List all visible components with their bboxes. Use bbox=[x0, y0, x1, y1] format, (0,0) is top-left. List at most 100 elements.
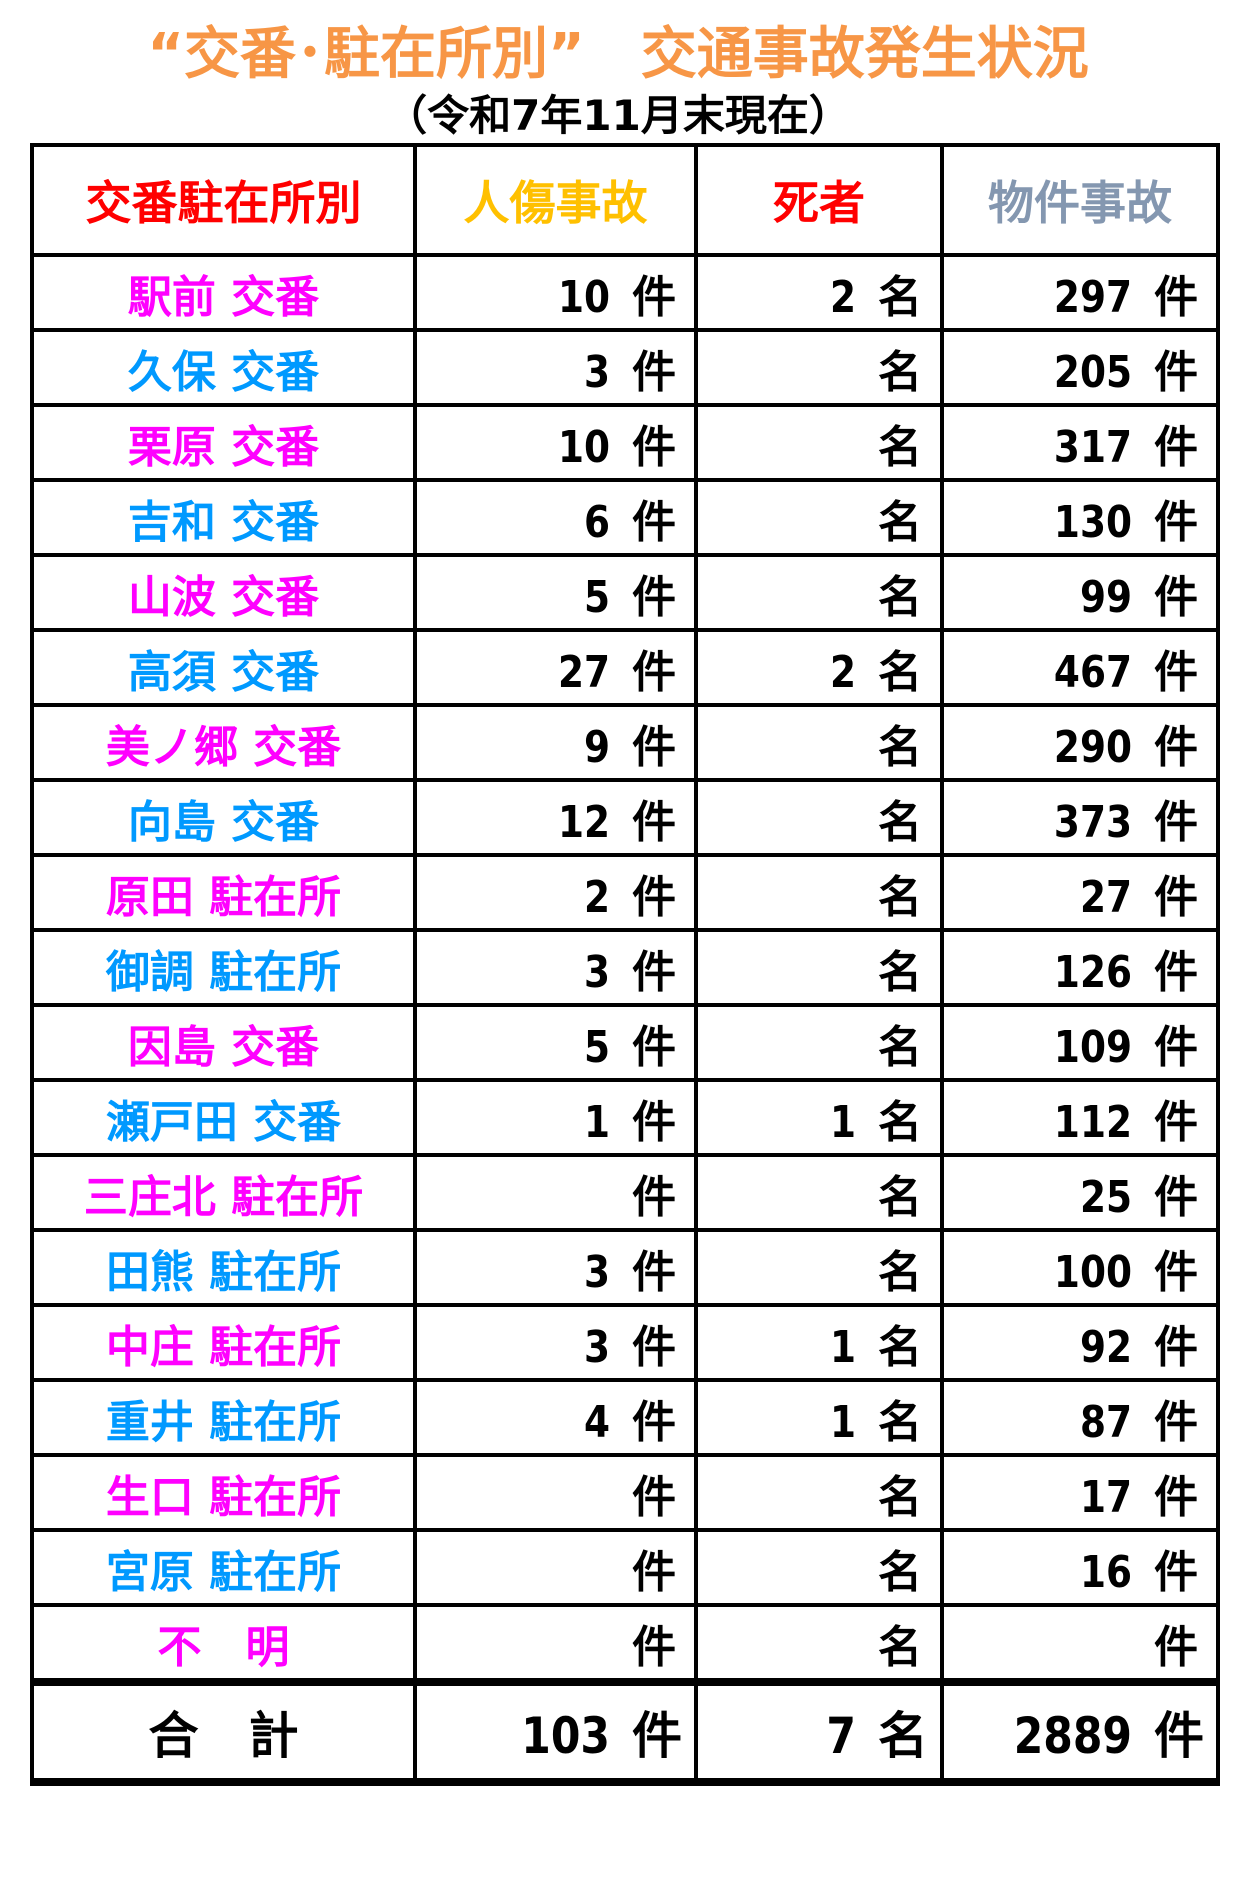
injury-count-value: 4 bbox=[583, 1396, 610, 1448]
injury-count-unit: 件 bbox=[632, 1321, 676, 1373]
injury-count-unit: 件 bbox=[632, 721, 676, 773]
injury-count-value: 1 bbox=[583, 1096, 610, 1148]
property-count-value: 87 bbox=[1079, 1396, 1132, 1448]
station-name: 中庄 駐在所 bbox=[30, 1303, 417, 1382]
total-injury-value: 103 bbox=[521, 1707, 610, 1765]
property-count-unit: 件 bbox=[1154, 796, 1198, 848]
property-count-unit: 件 bbox=[1154, 946, 1198, 998]
death-count-unit: 名 bbox=[878, 721, 922, 773]
property-count-value: 373 bbox=[1053, 796, 1132, 848]
station-name: 生口 駐在所 bbox=[30, 1453, 417, 1532]
table-row: 御調 駐在所 3 件名 126 件 bbox=[30, 928, 1220, 1007]
death-count-unit: 名 bbox=[878, 346, 922, 398]
property-count-value: 100 bbox=[1053, 1246, 1132, 1298]
injury-count-unit: 件 bbox=[632, 1096, 676, 1148]
table-row: 吉和 交番 6 件名 130 件 bbox=[30, 478, 1220, 557]
property-count-value: 317 bbox=[1053, 421, 1132, 473]
header-property-accidents: 物件事故 bbox=[940, 143, 1220, 257]
death-count: 名 bbox=[694, 478, 944, 557]
table-row: 瀬戸田 交番 1 件 1 名 112 件 bbox=[30, 1078, 1220, 1157]
property-count: 467 件 bbox=[940, 628, 1220, 707]
death-count: 名 bbox=[694, 928, 944, 1007]
table-row: 原田 駐在所 2 件名 27 件 bbox=[30, 853, 1220, 932]
table-row: 山波 交番 5 件名 99 件 bbox=[30, 553, 1220, 632]
station-name: 向島 交番 bbox=[30, 778, 417, 857]
property-count-unit: 件 bbox=[1154, 871, 1198, 923]
death-count-unit: 名 bbox=[878, 1246, 922, 1298]
death-count-unit: 名 bbox=[878, 946, 922, 998]
injury-count: 件 bbox=[413, 1153, 698, 1232]
station-name: 因島 交番 bbox=[30, 1003, 417, 1082]
death-count: 名 bbox=[694, 553, 944, 632]
total-injury-unit: 件 bbox=[632, 1707, 682, 1765]
death-count-unit: 名 bbox=[878, 1546, 922, 1598]
property-count-value: 297 bbox=[1053, 271, 1132, 323]
injury-count-unit: 件 bbox=[632, 496, 676, 548]
table-row: 中庄 駐在所 3 件 1 名 92 件 bbox=[30, 1303, 1220, 1382]
death-count: 名 bbox=[694, 1603, 944, 1684]
injury-count-unit: 件 bbox=[632, 271, 676, 323]
injury-count-value: 6 bbox=[583, 496, 610, 548]
station-name: 御調 駐在所 bbox=[30, 928, 417, 1007]
property-count-unit: 件 bbox=[1154, 721, 1198, 773]
total-label: 合 計 bbox=[30, 1678, 417, 1786]
header-injury-accidents: 人傷事故 bbox=[413, 143, 698, 257]
station-name: 美ノ郷 交番 bbox=[30, 703, 417, 782]
death-count-unit: 名 bbox=[878, 1396, 922, 1448]
death-count-unit: 名 bbox=[878, 1471, 922, 1523]
property-count: 205 件 bbox=[940, 328, 1220, 407]
property-count: 112 件 bbox=[940, 1078, 1220, 1157]
injury-count: 10 件 bbox=[413, 253, 698, 332]
total-property: 2889 件 bbox=[940, 1678, 1220, 1786]
injury-count: 10 件 bbox=[413, 403, 698, 482]
total-property-value: 2889 bbox=[1013, 1707, 1132, 1765]
property-count-value: 25 bbox=[1079, 1171, 1132, 1223]
property-count: 290 件 bbox=[940, 703, 1220, 782]
death-count-unit: 名 bbox=[878, 796, 922, 848]
station-name: 重井 駐在所 bbox=[30, 1378, 417, 1457]
property-count: 297 件 bbox=[940, 253, 1220, 332]
property-count: 27 件 bbox=[940, 853, 1220, 932]
death-count: 名 bbox=[694, 403, 944, 482]
death-count: 名 bbox=[694, 1153, 944, 1232]
table-row: 向島 交番 12 件 名 373 件 bbox=[30, 778, 1220, 857]
death-count-value: 1 bbox=[829, 1321, 856, 1373]
death-count: 名 bbox=[694, 1453, 944, 1532]
death-count-unit: 名 bbox=[878, 571, 922, 623]
injury-count-value: 10 bbox=[557, 421, 610, 473]
death-count-unit: 名 bbox=[878, 1096, 922, 1148]
property-count-unit: 件 bbox=[1154, 1471, 1198, 1523]
injury-count: 件 bbox=[413, 1453, 698, 1532]
death-count: 名 bbox=[694, 1003, 944, 1082]
injury-count-value: 5 bbox=[583, 1021, 610, 1073]
property-count-value: 109 bbox=[1053, 1021, 1132, 1073]
injury-count-unit: 件 bbox=[632, 871, 676, 923]
injury-count-unit: 件 bbox=[632, 1546, 676, 1598]
injury-count-unit: 件 bbox=[632, 1171, 676, 1223]
death-count-value: 2 bbox=[829, 271, 856, 323]
death-count: 名 bbox=[694, 703, 944, 782]
table-row: 栗原 交番 10 件 名 317 件 bbox=[30, 403, 1220, 482]
table-row: 高須 交番 27 件 2 名 467 件 bbox=[30, 628, 1220, 707]
table-row: 生口 駐在所 件 名 17 件 bbox=[30, 1453, 1220, 1532]
injury-count-value: 3 bbox=[583, 946, 610, 998]
table-row: 田熊 駐在所 3 件名 100 件 bbox=[30, 1228, 1220, 1307]
property-count: 16 件 bbox=[940, 1528, 1220, 1607]
injury-count: 件 bbox=[413, 1528, 698, 1607]
property-count-unit: 件 bbox=[1154, 571, 1198, 623]
injury-count-value: 9 bbox=[583, 721, 610, 773]
injury-count-value: 3 bbox=[583, 346, 610, 398]
injury-count-unit: 件 bbox=[632, 796, 676, 848]
property-count-value: 112 bbox=[1053, 1096, 1132, 1148]
death-count: 名 bbox=[694, 853, 944, 932]
property-count-unit: 件 bbox=[1154, 1621, 1198, 1673]
death-count-value: 1 bbox=[829, 1096, 856, 1148]
death-count: 名 bbox=[694, 328, 944, 407]
table-row: 重井 駐在所 4 件 1 名 87 件 bbox=[30, 1378, 1220, 1457]
